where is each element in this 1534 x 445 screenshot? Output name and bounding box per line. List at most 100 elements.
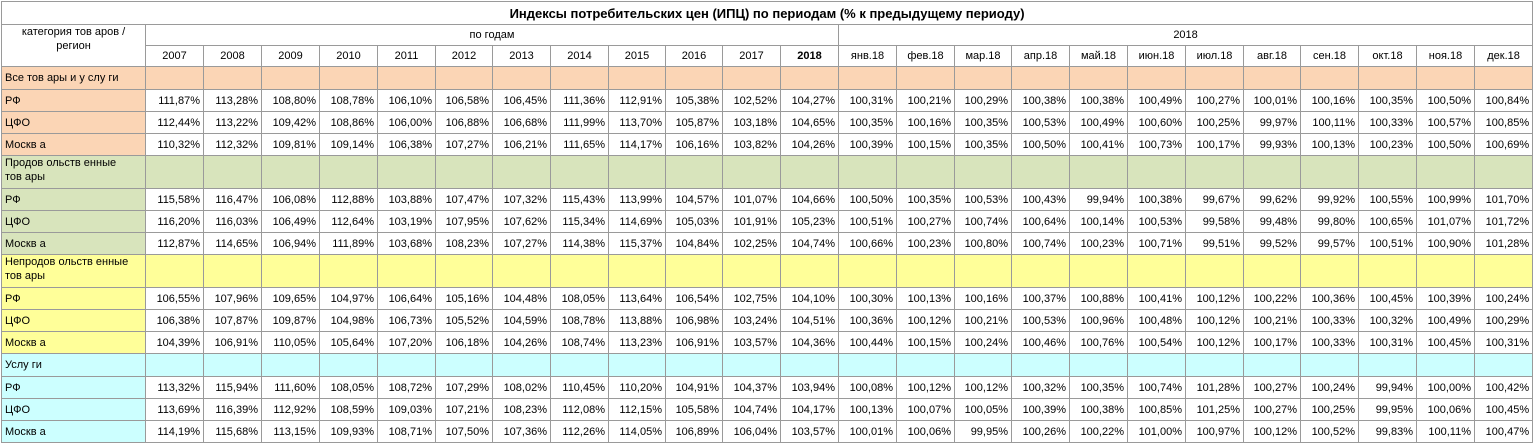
value-cell: 100,17% bbox=[1243, 331, 1301, 354]
value-cell: 100,74% bbox=[1127, 376, 1186, 399]
value-cell: 107,32% bbox=[492, 188, 551, 211]
group-empty-cell bbox=[377, 353, 436, 377]
value-cell: 113,88% bbox=[608, 309, 666, 332]
value-cell: 100,31% bbox=[1473, 331, 1534, 354]
value-cell: 100,60% bbox=[1127, 111, 1186, 134]
value-cell: 108,02% bbox=[492, 376, 551, 399]
value-cell: 99,94% bbox=[1358, 376, 1417, 399]
value-cell: 106,38% bbox=[145, 309, 204, 332]
value-cell: 100,06% bbox=[1416, 398, 1475, 421]
value-cell: 100,64% bbox=[1011, 210, 1070, 233]
value-cell: 100,74% bbox=[1011, 232, 1070, 255]
value-cell: 112,88% bbox=[319, 188, 378, 211]
column-header: июн.18 bbox=[1127, 45, 1186, 67]
header-row-2: 2007 2008 2009 2010 2011 2012 2013 2014 2015 2016… bbox=[2, 45, 1534, 67]
value-cell: 111,89% bbox=[319, 232, 378, 255]
value-cell: 100,51% bbox=[1358, 232, 1417, 255]
value-cell: 112,08% bbox=[550, 398, 609, 421]
group-empty-cell bbox=[145, 353, 204, 377]
value-cell: 104,27% bbox=[780, 89, 839, 112]
value-cell: 112,32% bbox=[203, 133, 262, 156]
value-cell: 109,42% bbox=[261, 111, 320, 134]
value-cell: 100,27% bbox=[1185, 89, 1244, 112]
value-cell: 106,68% bbox=[492, 111, 551, 134]
value-cell: 100,12% bbox=[1185, 331, 1244, 354]
value-cell: 100,37% bbox=[1011, 287, 1070, 310]
value-cell: 110,32% bbox=[145, 133, 204, 156]
value-cell: 100,35% bbox=[954, 111, 1012, 134]
group-empty-cell bbox=[261, 155, 320, 189]
value-cell: 116,47% bbox=[203, 188, 262, 211]
value-cell: 112,91% bbox=[608, 89, 666, 112]
value-cell: 99,83% bbox=[1358, 420, 1417, 443]
value-cell: 100,27% bbox=[1243, 376, 1301, 399]
value-cell: 100,33% bbox=[1300, 309, 1359, 332]
value-cell: 114,69% bbox=[608, 210, 666, 233]
group-empty-cell bbox=[1185, 155, 1244, 189]
group-empty-cell bbox=[1416, 254, 1475, 288]
region-label: Москв а bbox=[1, 232, 146, 255]
value-cell: 105,38% bbox=[665, 89, 723, 112]
value-cell: 115,43% bbox=[550, 188, 609, 211]
value-cell: 108,23% bbox=[435, 232, 493, 255]
group-empty-cell bbox=[665, 66, 723, 90]
value-cell: 115,94% bbox=[203, 376, 262, 399]
column-header: 2018 bbox=[780, 45, 839, 67]
value-cell: 113,23% bbox=[608, 331, 666, 354]
value-cell: 100,38% bbox=[1011, 89, 1070, 112]
value-cell: 104,74% bbox=[722, 398, 781, 421]
value-cell: 100,49% bbox=[1069, 111, 1128, 134]
group-empty-cell bbox=[1185, 66, 1244, 90]
value-cell: 112,87% bbox=[145, 232, 204, 255]
value-cell: 100,48% bbox=[1127, 309, 1186, 332]
value-cell: 108,78% bbox=[319, 89, 378, 112]
value-cell: 115,68% bbox=[203, 420, 262, 443]
group-empty-cell bbox=[319, 353, 378, 377]
value-cell: 100,39% bbox=[1011, 398, 1070, 421]
table-row: ЦФО 113,69% 116,39% 112,92% 108,59% 109,03% 10… bbox=[1, 398, 1534, 421]
value-cell: 104,74% bbox=[780, 232, 839, 255]
value-cell: 106,54% bbox=[665, 287, 723, 310]
value-cell: 109,14% bbox=[319, 133, 378, 156]
table-row: Москв а 112,87% 114,65% 106,94% 111,89% 103,6… bbox=[1, 232, 1534, 255]
group-empty-cell bbox=[377, 254, 436, 288]
table-row: Москв а 110,32% 112,32% 109,81% 109,14% 106,3… bbox=[1, 133, 1534, 156]
value-cell: 108,78% bbox=[550, 309, 609, 332]
value-cell: 100,50% bbox=[1416, 89, 1475, 112]
value-cell: 100,46% bbox=[1011, 331, 1070, 354]
value-cell: 100,45% bbox=[1358, 287, 1417, 310]
value-cell: 104,84% bbox=[665, 232, 723, 255]
value-cell: 103,19% bbox=[377, 210, 436, 233]
value-cell: 100,21% bbox=[1243, 309, 1301, 332]
group-empty-cell bbox=[1473, 353, 1534, 377]
value-cell: 104,59% bbox=[492, 309, 551, 332]
region-label: Москв а bbox=[1, 331, 146, 354]
group-empty-cell bbox=[722, 66, 781, 90]
value-cell: 108,86% bbox=[319, 111, 378, 134]
value-cell: 101,00% bbox=[1127, 420, 1186, 443]
region-label: ЦФО bbox=[1, 111, 146, 134]
value-cell: 100,29% bbox=[954, 89, 1012, 112]
group-empty-cell bbox=[954, 353, 1012, 377]
value-cell: 112,26% bbox=[550, 420, 609, 443]
value-cell: 104,36% bbox=[780, 331, 839, 354]
value-cell: 107,96% bbox=[203, 287, 262, 310]
value-cell: 116,20% bbox=[145, 210, 204, 233]
value-cell: 106,73% bbox=[377, 309, 436, 332]
value-cell: 106,89% bbox=[665, 420, 723, 443]
value-cell: 101,25% bbox=[1185, 398, 1244, 421]
group-empty-cell bbox=[665, 353, 723, 377]
value-cell: 100,22% bbox=[1243, 287, 1301, 310]
table-row: Москв а 104,39% 106,91% 110,05% 105,64% 107,2… bbox=[1, 331, 1534, 354]
group-empty-cell bbox=[377, 66, 436, 90]
group-empty-cell bbox=[896, 254, 955, 288]
value-cell: 105,64% bbox=[319, 331, 378, 354]
value-cell: 100,26% bbox=[1011, 420, 1070, 443]
value-cell: 99,80% bbox=[1300, 210, 1359, 233]
group-empty-cell bbox=[896, 353, 955, 377]
group-empty-cell bbox=[1069, 66, 1128, 90]
value-cell: 113,15% bbox=[261, 420, 320, 443]
value-cell: 100,01% bbox=[1243, 89, 1301, 112]
value-cell: 100,52% bbox=[1300, 420, 1359, 443]
value-cell: 99,92% bbox=[1300, 188, 1359, 211]
